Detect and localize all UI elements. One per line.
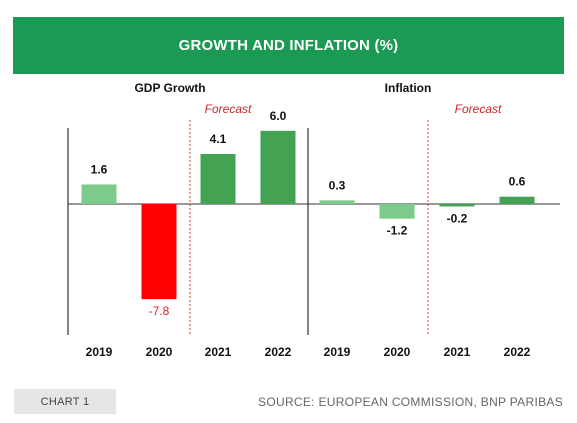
- gdp-growth-value-label-2022: 6.0: [270, 109, 287, 123]
- inflation-value-label-2019: 0.3: [329, 178, 346, 192]
- inflation-value-label-2020: -1.2: [387, 224, 408, 238]
- inflation-bar-2022: [499, 196, 535, 204]
- inflation-bar-2021: [439, 204, 475, 207]
- gdp-growth-bar-2022: [260, 130, 296, 204]
- gdp-growth-bar-2021: [200, 153, 236, 204]
- gdp-growth-category-label-2019: 2019: [86, 345, 113, 359]
- gdp-growth-bar-2020: [141, 204, 177, 300]
- inflation-bar-2020: [379, 204, 415, 219]
- inflation-category-label-2020: 2020: [384, 345, 411, 359]
- gdp-growth-value-label-2020: -7.8: [149, 304, 170, 318]
- source-note: SOURCE: EUROPEAN COMMISSION, BNP PARIBAS: [258, 395, 563, 409]
- gdp-growth-value-label-2021: 4.1: [210, 132, 227, 146]
- inflation-category-label-2022: 2022: [504, 345, 531, 359]
- gdp-growth-value-label-2019: 1.6: [91, 162, 108, 176]
- gdp-growth-panel-title: GDP Growth: [134, 81, 205, 95]
- inflation-bar-2019: [319, 200, 355, 204]
- gdp-growth-category-label-2022: 2022: [265, 345, 292, 359]
- gdp-growth-category-label-2020: 2020: [146, 345, 173, 359]
- inflation-value-label-2022: 0.6: [509, 175, 526, 189]
- chart-number-badge: CHART 1: [14, 389, 116, 414]
- inflation-category-label-2019: 2019: [324, 345, 351, 359]
- gdp-growth-category-label-2021: 2021: [205, 345, 232, 359]
- inflation-category-label-2021: 2021: [444, 345, 471, 359]
- chart-title: GROWTH AND INFLATION (%): [13, 17, 564, 74]
- inflation-forecast-label: Forecast: [455, 102, 502, 116]
- gdp-growth-bar-2019: [81, 184, 117, 204]
- gdp-growth-forecast-label: Forecast: [205, 102, 252, 116]
- inflation-value-label-2021: -0.2: [447, 211, 468, 225]
- inflation-panel-title: Inflation: [385, 81, 432, 95]
